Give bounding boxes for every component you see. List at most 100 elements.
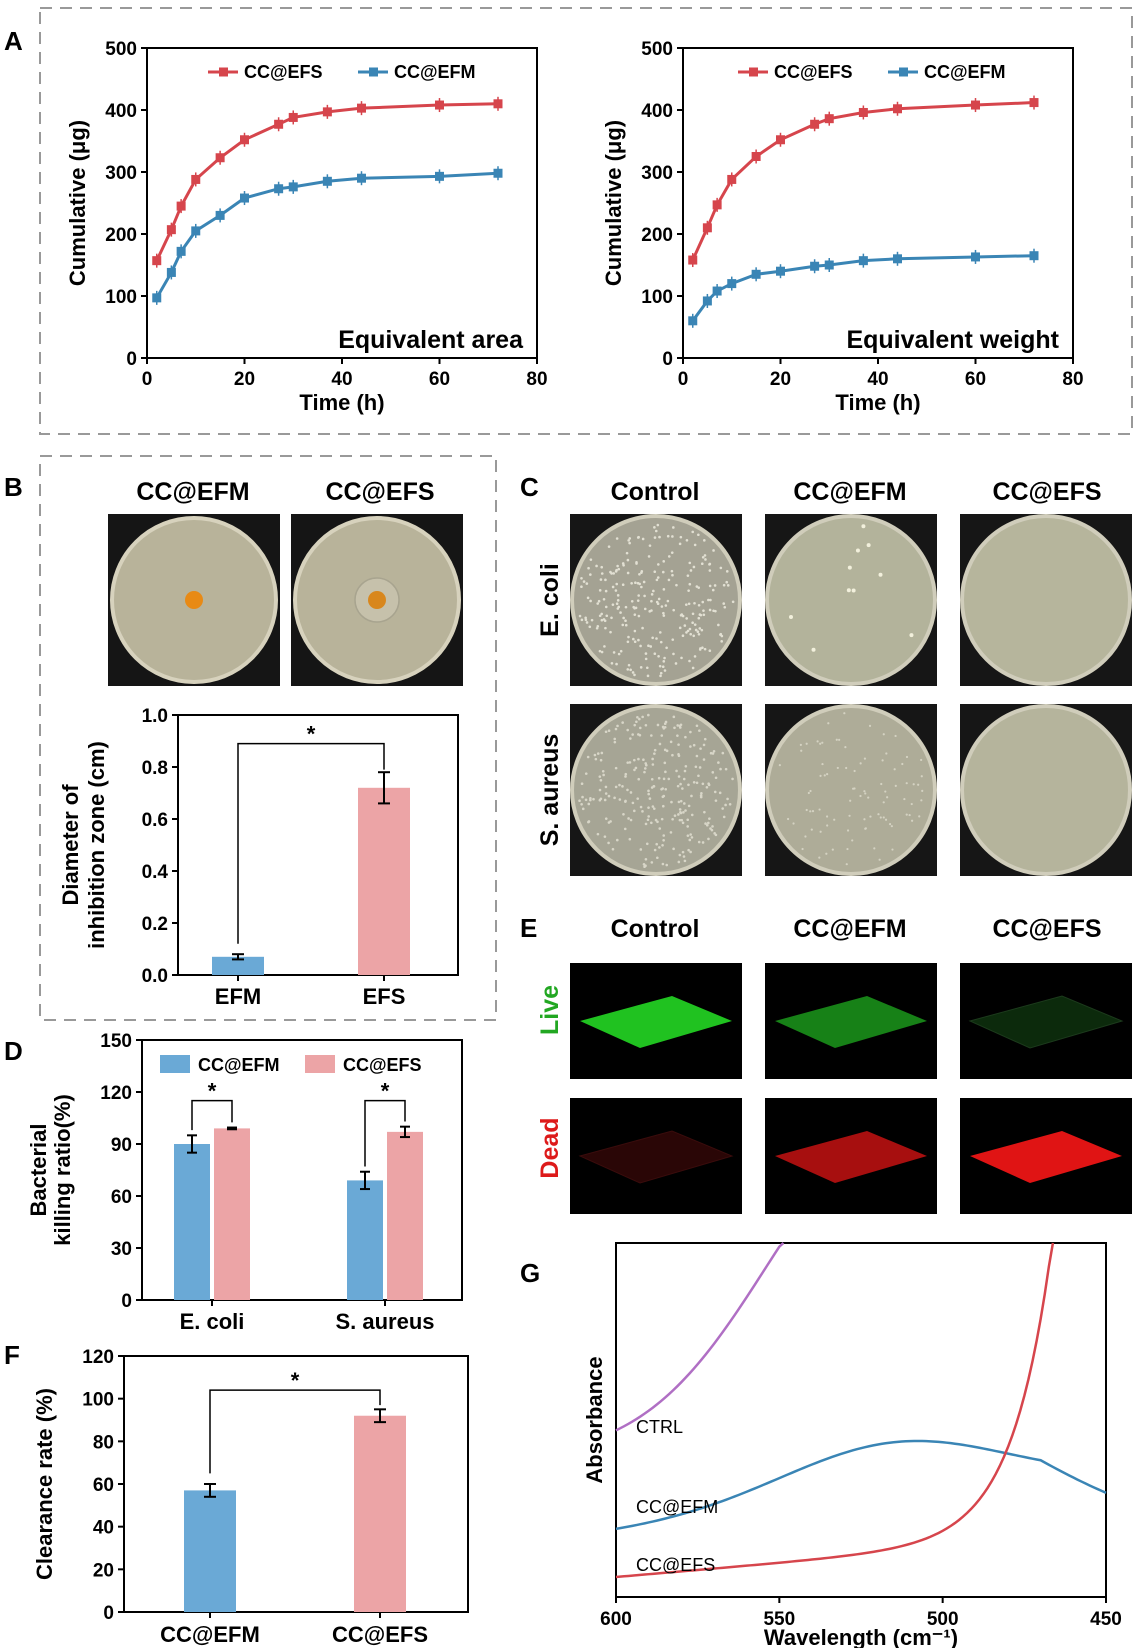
A-left-data-point xyxy=(191,226,201,236)
colony-dot xyxy=(596,832,600,836)
colony-dot xyxy=(662,834,666,837)
A-right-data-point xyxy=(712,286,722,296)
colony-dot xyxy=(629,737,632,740)
panel-label-A: A xyxy=(4,26,23,56)
colony-dot xyxy=(699,647,702,650)
colony-dot xyxy=(622,812,625,816)
colony-dot xyxy=(639,805,643,809)
colony-dot xyxy=(626,788,629,792)
A-right-data-point xyxy=(824,114,834,124)
colony-dot xyxy=(656,602,660,605)
colony-dot xyxy=(866,543,871,548)
colony-dot xyxy=(621,785,624,788)
G-xlabel: Wavelength (cm⁻¹) xyxy=(764,1625,958,1648)
colony-dot xyxy=(650,734,653,737)
colony-dot xyxy=(626,571,630,575)
A-left-legend-label: CC@EFS xyxy=(244,62,323,82)
colony-dot xyxy=(655,578,659,582)
colony-dot xyxy=(613,737,617,741)
colony-dot xyxy=(676,724,680,727)
colony-dot xyxy=(640,585,643,589)
panel-C-row-saureus: S. aureus xyxy=(536,734,564,847)
colony-dot xyxy=(666,534,670,538)
colony-dot xyxy=(627,817,630,820)
colony-dot xyxy=(637,777,641,781)
colony-dot xyxy=(792,822,795,825)
F-ylabel: Clearance rate (%) xyxy=(32,1388,57,1580)
colony-dot xyxy=(859,794,862,798)
colony-dot xyxy=(846,847,849,851)
colony-dot xyxy=(831,848,834,851)
colony-dot xyxy=(719,632,723,636)
colony-dot xyxy=(637,638,640,642)
colony-dot xyxy=(703,539,706,542)
colony-dot xyxy=(647,644,650,647)
colony-dot xyxy=(700,628,704,632)
colony-dot xyxy=(845,863,848,866)
colony-dot xyxy=(663,669,667,672)
A-left-data-point xyxy=(215,153,225,163)
colony-dot xyxy=(660,734,664,737)
colony-dot xyxy=(884,790,887,793)
colony-dot xyxy=(903,797,906,801)
colony-dot xyxy=(662,660,666,663)
colony-dot xyxy=(578,799,581,802)
colony-dot xyxy=(696,630,700,634)
colony-dot xyxy=(595,564,598,568)
A-right-annotation: Equivalent weight xyxy=(846,326,1059,354)
colony-dot xyxy=(691,621,694,624)
colony-dot xyxy=(702,758,706,761)
F-ytick-label: 80 xyxy=(93,1432,114,1453)
G-series-line-2 xyxy=(615,1242,1055,1579)
colony-dot xyxy=(661,843,664,847)
colony-dot xyxy=(843,712,846,715)
colony-dot xyxy=(610,661,614,665)
colony-dot xyxy=(636,536,640,539)
colony-dot xyxy=(625,551,629,555)
colony-dot xyxy=(682,855,686,858)
plate-dish-control-saureus xyxy=(570,704,742,876)
A-right-data-point xyxy=(751,152,761,161)
colony-dot xyxy=(596,752,600,755)
colony-dot xyxy=(655,842,658,846)
colony-dot xyxy=(604,792,608,795)
colony-dot xyxy=(623,827,627,831)
A-left-data-point xyxy=(215,210,225,220)
colony-dot xyxy=(683,802,686,805)
colony-dot xyxy=(667,578,671,582)
colony-dot xyxy=(718,791,722,795)
colony-dot xyxy=(867,796,870,799)
colony-dot xyxy=(725,570,729,573)
colony-dot xyxy=(626,761,630,764)
chart-A-equivalent-area: 0 100 200 300 400 500 0 20 40 60 80 Time (h) Cumulat… xyxy=(65,39,548,415)
A-right-xtick-label: 60 xyxy=(965,369,986,390)
F-ytick-label: 60 xyxy=(93,1475,114,1496)
colony-dot xyxy=(708,817,711,820)
colony-dot xyxy=(641,810,644,813)
colony-dot xyxy=(640,569,644,573)
colony-dot xyxy=(684,735,687,739)
colony-dot xyxy=(581,795,584,799)
colony-dot xyxy=(624,775,627,778)
colony-dot xyxy=(819,742,822,745)
colony-dot xyxy=(878,858,881,861)
colony-dot xyxy=(626,668,630,671)
colony-dot xyxy=(825,852,828,855)
A-left-data-point xyxy=(357,103,366,113)
colony-dot xyxy=(677,800,681,804)
chart-F-clearance-rate: 0 20 40 60 80 100 120 CC@EFM CC@EFS * Clearance ra… xyxy=(32,1347,469,1647)
colony-dot xyxy=(678,626,682,630)
colony-dot xyxy=(687,783,690,787)
colony-dot xyxy=(697,774,700,778)
colony-dot xyxy=(647,555,651,558)
colony-dot xyxy=(719,566,723,570)
colony-dot xyxy=(885,752,888,755)
colony-dot xyxy=(690,813,694,817)
colony-dot xyxy=(634,581,637,585)
colony-dot xyxy=(786,817,790,821)
colony-dot xyxy=(881,759,884,762)
colony-dot xyxy=(619,649,623,653)
colony-dot xyxy=(711,588,715,592)
colony-dot xyxy=(604,817,608,820)
colony-dot xyxy=(639,848,643,851)
